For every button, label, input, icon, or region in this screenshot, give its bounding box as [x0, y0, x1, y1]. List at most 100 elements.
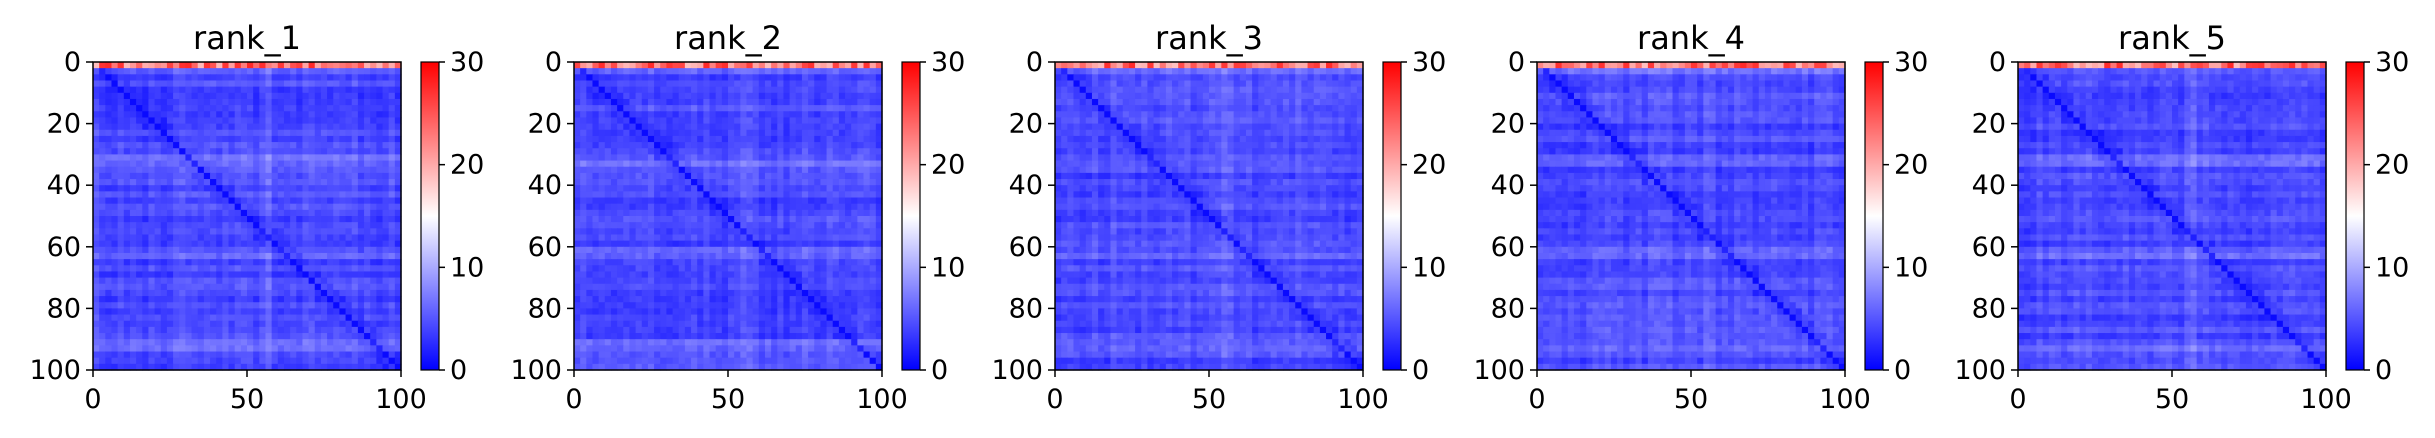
heatmap-cell	[635, 363, 643, 371]
heatmap-cell	[197, 277, 205, 285]
heatmap-cell	[580, 179, 587, 186]
heatmap-cell	[265, 129, 273, 137]
heatmap-cell	[136, 179, 143, 186]
heatmap-cell	[148, 363, 156, 371]
heatmap-cell	[814, 351, 821, 359]
heatmap-cell	[111, 240, 119, 248]
heatmap-cell	[666, 68, 674, 75]
heatmap-cell	[154, 283, 162, 291]
heatmap-cell	[296, 154, 304, 162]
heatmap-cell	[160, 203, 168, 211]
heatmap-cell	[234, 111, 242, 119]
heatmap-cell	[574, 154, 581, 162]
heatmap-cell	[222, 234, 230, 242]
heatmap-cell	[801, 351, 809, 359]
heatmap-cell	[647, 252, 655, 260]
heatmap-cell	[129, 166, 137, 174]
heatmap-cell	[160, 92, 168, 100]
heatmap-cell	[783, 240, 791, 248]
heatmap-cell	[339, 326, 347, 334]
heatmap-cell	[228, 148, 236, 155]
heatmap-cell	[666, 172, 674, 180]
heatmap-cell	[672, 222, 680, 229]
heatmap-cell	[826, 203, 834, 211]
heatmap-cell	[370, 351, 377, 359]
heatmap-cell	[875, 308, 883, 316]
heatmap-cell	[783, 191, 791, 199]
heatmap-cell	[117, 185, 125, 192]
heatmap-cell	[283, 179, 291, 186]
heatmap-cell	[660, 68, 667, 75]
heatmap-cell	[746, 296, 754, 303]
heatmap-cell	[105, 197, 113, 205]
heatmap-cell	[99, 160, 106, 168]
heatmap-cell	[99, 166, 106, 174]
heatmap-cell	[228, 296, 236, 303]
heatmap-cell	[838, 117, 846, 125]
heatmap-cell	[333, 314, 340, 322]
heatmap-cell	[814, 265, 821, 273]
heatmap-cell	[721, 345, 729, 353]
heatmap-cell	[228, 308, 236, 316]
heatmap-cell	[715, 333, 723, 340]
heatmap-cell	[173, 154, 180, 162]
heatmap-cell	[604, 123, 612, 131]
heatmap-cell	[734, 166, 741, 174]
heatmap-cell	[604, 191, 612, 199]
heatmap-cell	[265, 333, 273, 340]
heatmap-cell	[203, 351, 211, 359]
heatmap-cell	[574, 80, 581, 88]
heatmap-cell	[142, 185, 150, 192]
heatmap-cell	[771, 209, 778, 217]
heatmap-cell	[709, 197, 717, 205]
heatmap-cell	[703, 74, 711, 82]
heatmap-cell	[247, 283, 254, 291]
heatmap-cell	[635, 252, 643, 260]
heatmap-cell	[728, 166, 735, 174]
heatmap-cell	[875, 154, 883, 162]
heatmap-cell	[394, 240, 402, 248]
heatmap-cell	[764, 80, 772, 88]
heatmap-cell	[715, 345, 723, 353]
heatmap-cell	[721, 98, 729, 106]
heatmap-cell	[654, 111, 661, 119]
heatmap-cell	[234, 197, 242, 205]
heatmap-cell	[574, 308, 581, 316]
heatmap-cell	[197, 271, 205, 279]
heatmap-cell	[339, 271, 347, 279]
heatmap-cell	[875, 166, 883, 174]
heatmap-cell	[641, 234, 649, 242]
heatmap-cell	[203, 283, 211, 291]
heatmap-cell	[635, 80, 643, 88]
heatmap-cell	[191, 265, 199, 273]
heatmap-cell	[691, 148, 698, 155]
heatmap-cell	[604, 228, 612, 236]
heatmap-cell	[117, 209, 125, 217]
heatmap-cell	[857, 271, 865, 279]
heatmap-cell	[179, 302, 186, 309]
heatmap-cell	[173, 123, 180, 131]
heatmap-cell	[801, 123, 809, 131]
heatmap-cell	[863, 86, 871, 94]
heatmap-cell	[598, 240, 606, 248]
heatmap-cell	[758, 320, 766, 328]
heatmap-cell	[234, 203, 242, 211]
heatmap-cell	[111, 283, 119, 291]
heatmap-cell	[222, 142, 230, 149]
heatmap-cell	[314, 314, 322, 322]
heatmap-cell	[814, 234, 821, 242]
heatmap-cell	[234, 191, 242, 199]
heatmap-cell	[746, 80, 754, 88]
heatmap-cell	[623, 142, 631, 149]
heatmap-cell	[697, 234, 704, 242]
heatmap-cell	[857, 191, 865, 199]
heatmap-cell	[339, 166, 347, 174]
heatmap-cell	[684, 179, 692, 186]
heatmap-cell	[253, 209, 260, 217]
heatmap-cell	[265, 357, 273, 365]
heatmap-cell	[160, 326, 168, 334]
heatmap-cell	[672, 191, 680, 199]
heatmap-cell	[216, 172, 223, 180]
heatmap-cell	[684, 271, 692, 279]
